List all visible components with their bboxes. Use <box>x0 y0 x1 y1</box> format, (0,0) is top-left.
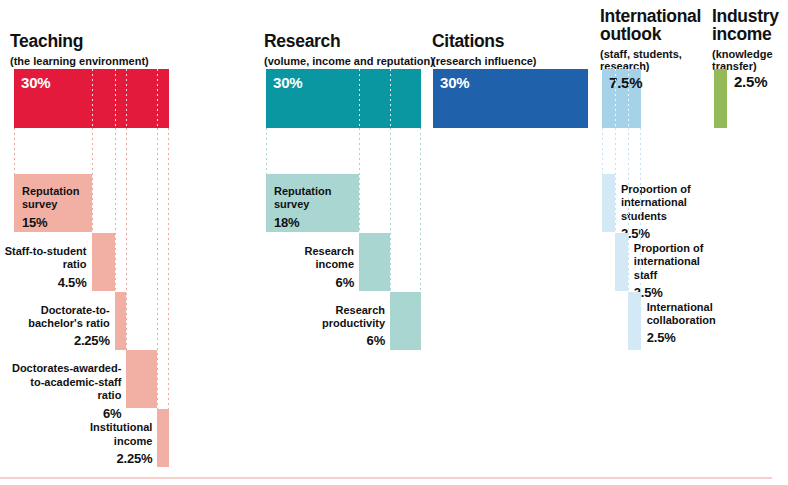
pillar-weight-label-industry-income: 2.5% <box>734 73 767 90</box>
component-weight-label: 6% <box>273 333 385 349</box>
sub-bar-international-outlook <box>602 174 615 232</box>
bar-divider-dotted-line <box>615 69 616 128</box>
component-weight-label: 2.5% <box>634 285 729 301</box>
component-weight-label: 15% <box>22 215 86 231</box>
pillar-weight-label-citations: 30% <box>440 74 469 91</box>
component-weight-label: 4.5% <box>0 275 87 291</box>
component-label: Doctorates-awarded- to-academic-staff ra… <box>9 362 121 421</box>
bar-divider-dotted-line <box>115 69 116 128</box>
pillar-subtitle: (research influence) <box>432 55 612 68</box>
component-label: Reputation survey 15% <box>22 185 86 231</box>
bar-divider-dotted-line <box>390 69 391 128</box>
pillar-weight-label-teaching: 30% <box>21 74 50 91</box>
connector-dotted-line <box>168 128 169 409</box>
component-weight-label: 2.5% <box>621 226 716 242</box>
component-label: Staff-to-student ratio 4.5% <box>0 245 87 291</box>
component-label-text: Proportion of international staff <box>634 242 729 282</box>
component-weight-label: 6% <box>9 406 121 422</box>
connector-dotted-line <box>92 128 93 233</box>
pillar-header-international-outlook: International outlook (staff, students, … <box>600 8 712 73</box>
sub-bar-teaching <box>126 350 157 408</box>
component-label-text: International collaboration <box>647 301 742 328</box>
component-label-text: Proportion of international students <box>621 183 716 223</box>
component-label-text: Research productivity <box>273 304 385 331</box>
connector-dotted-line <box>115 128 116 292</box>
component-label: Doctorate-to- bachelor's ratio 2.25% <box>0 304 110 350</box>
component-label: Reputation survey 18% <box>274 185 353 231</box>
bar-divider-dotted-line <box>92 69 93 128</box>
sub-bar-research <box>359 233 390 291</box>
connector-dotted-line <box>628 128 629 292</box>
component-label: Institutional income 2.25% <box>40 421 152 467</box>
component-label-text: Research income <box>242 245 354 272</box>
connector-dotted-line <box>390 128 391 292</box>
component-label-text: Doctorates-awarded- to-academic-staff ra… <box>9 362 121 402</box>
pillar-title: Teaching <box>10 33 230 51</box>
component-label-text: Reputation survey <box>22 185 86 212</box>
bottom-edge-line <box>0 477 772 479</box>
component-weight-label: 2.5% <box>647 330 742 346</box>
component-label-text: Institutional income <box>40 421 152 448</box>
bar-divider-dotted-line <box>126 69 127 128</box>
component-label: Proportion of international students 2.5% <box>621 183 716 242</box>
sub-bar-teaching <box>115 292 127 350</box>
component-label-text: Doctorate-to- bachelor's ratio <box>0 304 110 331</box>
connector-dotted-line <box>14 128 15 174</box>
connector-dotted-line <box>266 128 267 174</box>
component-label-text: Reputation survey <box>274 185 353 212</box>
bar-divider-dotted-line <box>157 69 158 128</box>
connector-dotted-line <box>157 128 158 409</box>
component-weight-label: 2.25% <box>40 451 152 467</box>
component-label: International collaboration 2.5% <box>647 301 742 347</box>
component-weight-label: 18% <box>274 215 353 231</box>
sub-bar-teaching <box>92 233 115 291</box>
bar-divider-dotted-line <box>359 69 360 128</box>
pillar-weight-label-research: 30% <box>273 74 302 91</box>
sub-bar-international-outlook <box>615 233 628 291</box>
component-weight-label: 6% <box>242 275 354 291</box>
component-label-text: Staff-to-student ratio <box>0 245 87 272</box>
connector-dotted-line <box>359 128 360 233</box>
connector-dotted-line <box>602 128 603 174</box>
sub-bar-teaching <box>157 409 169 467</box>
pillar-subtitle: (the learning environment) <box>10 55 230 68</box>
pillar-bar-industry-income <box>714 69 727 128</box>
connector-dotted-line <box>126 128 127 350</box>
component-label: Research income 6% <box>242 245 354 291</box>
pillar-header-industry-income: Industry income (knowledge transfer) <box>712 8 788 73</box>
ranking-methodology-chart: Teaching (the learning environment) Rese… <box>0 0 788 485</box>
connector-dotted-line <box>420 128 421 292</box>
component-label: Proportion of international staff 2.5% <box>634 242 729 301</box>
sub-bar-research <box>390 292 421 350</box>
pillar-title: Citations <box>432 33 612 51</box>
bar-divider-dotted-line <box>628 69 629 128</box>
pillar-header-teaching: Teaching (the learning environment) <box>10 33 230 67</box>
pillar-title: International outlook <box>600 8 712 44</box>
pillar-title: Industry income <box>712 8 788 44</box>
connector-dotted-line <box>615 128 616 233</box>
pillar-header-citations: Citations (research influence) <box>432 33 612 67</box>
sub-bar-international-outlook <box>628 292 641 350</box>
component-label: Research productivity 6% <box>273 304 385 350</box>
component-weight-label: 2.25% <box>0 333 110 349</box>
connector-dotted-line <box>640 128 641 292</box>
